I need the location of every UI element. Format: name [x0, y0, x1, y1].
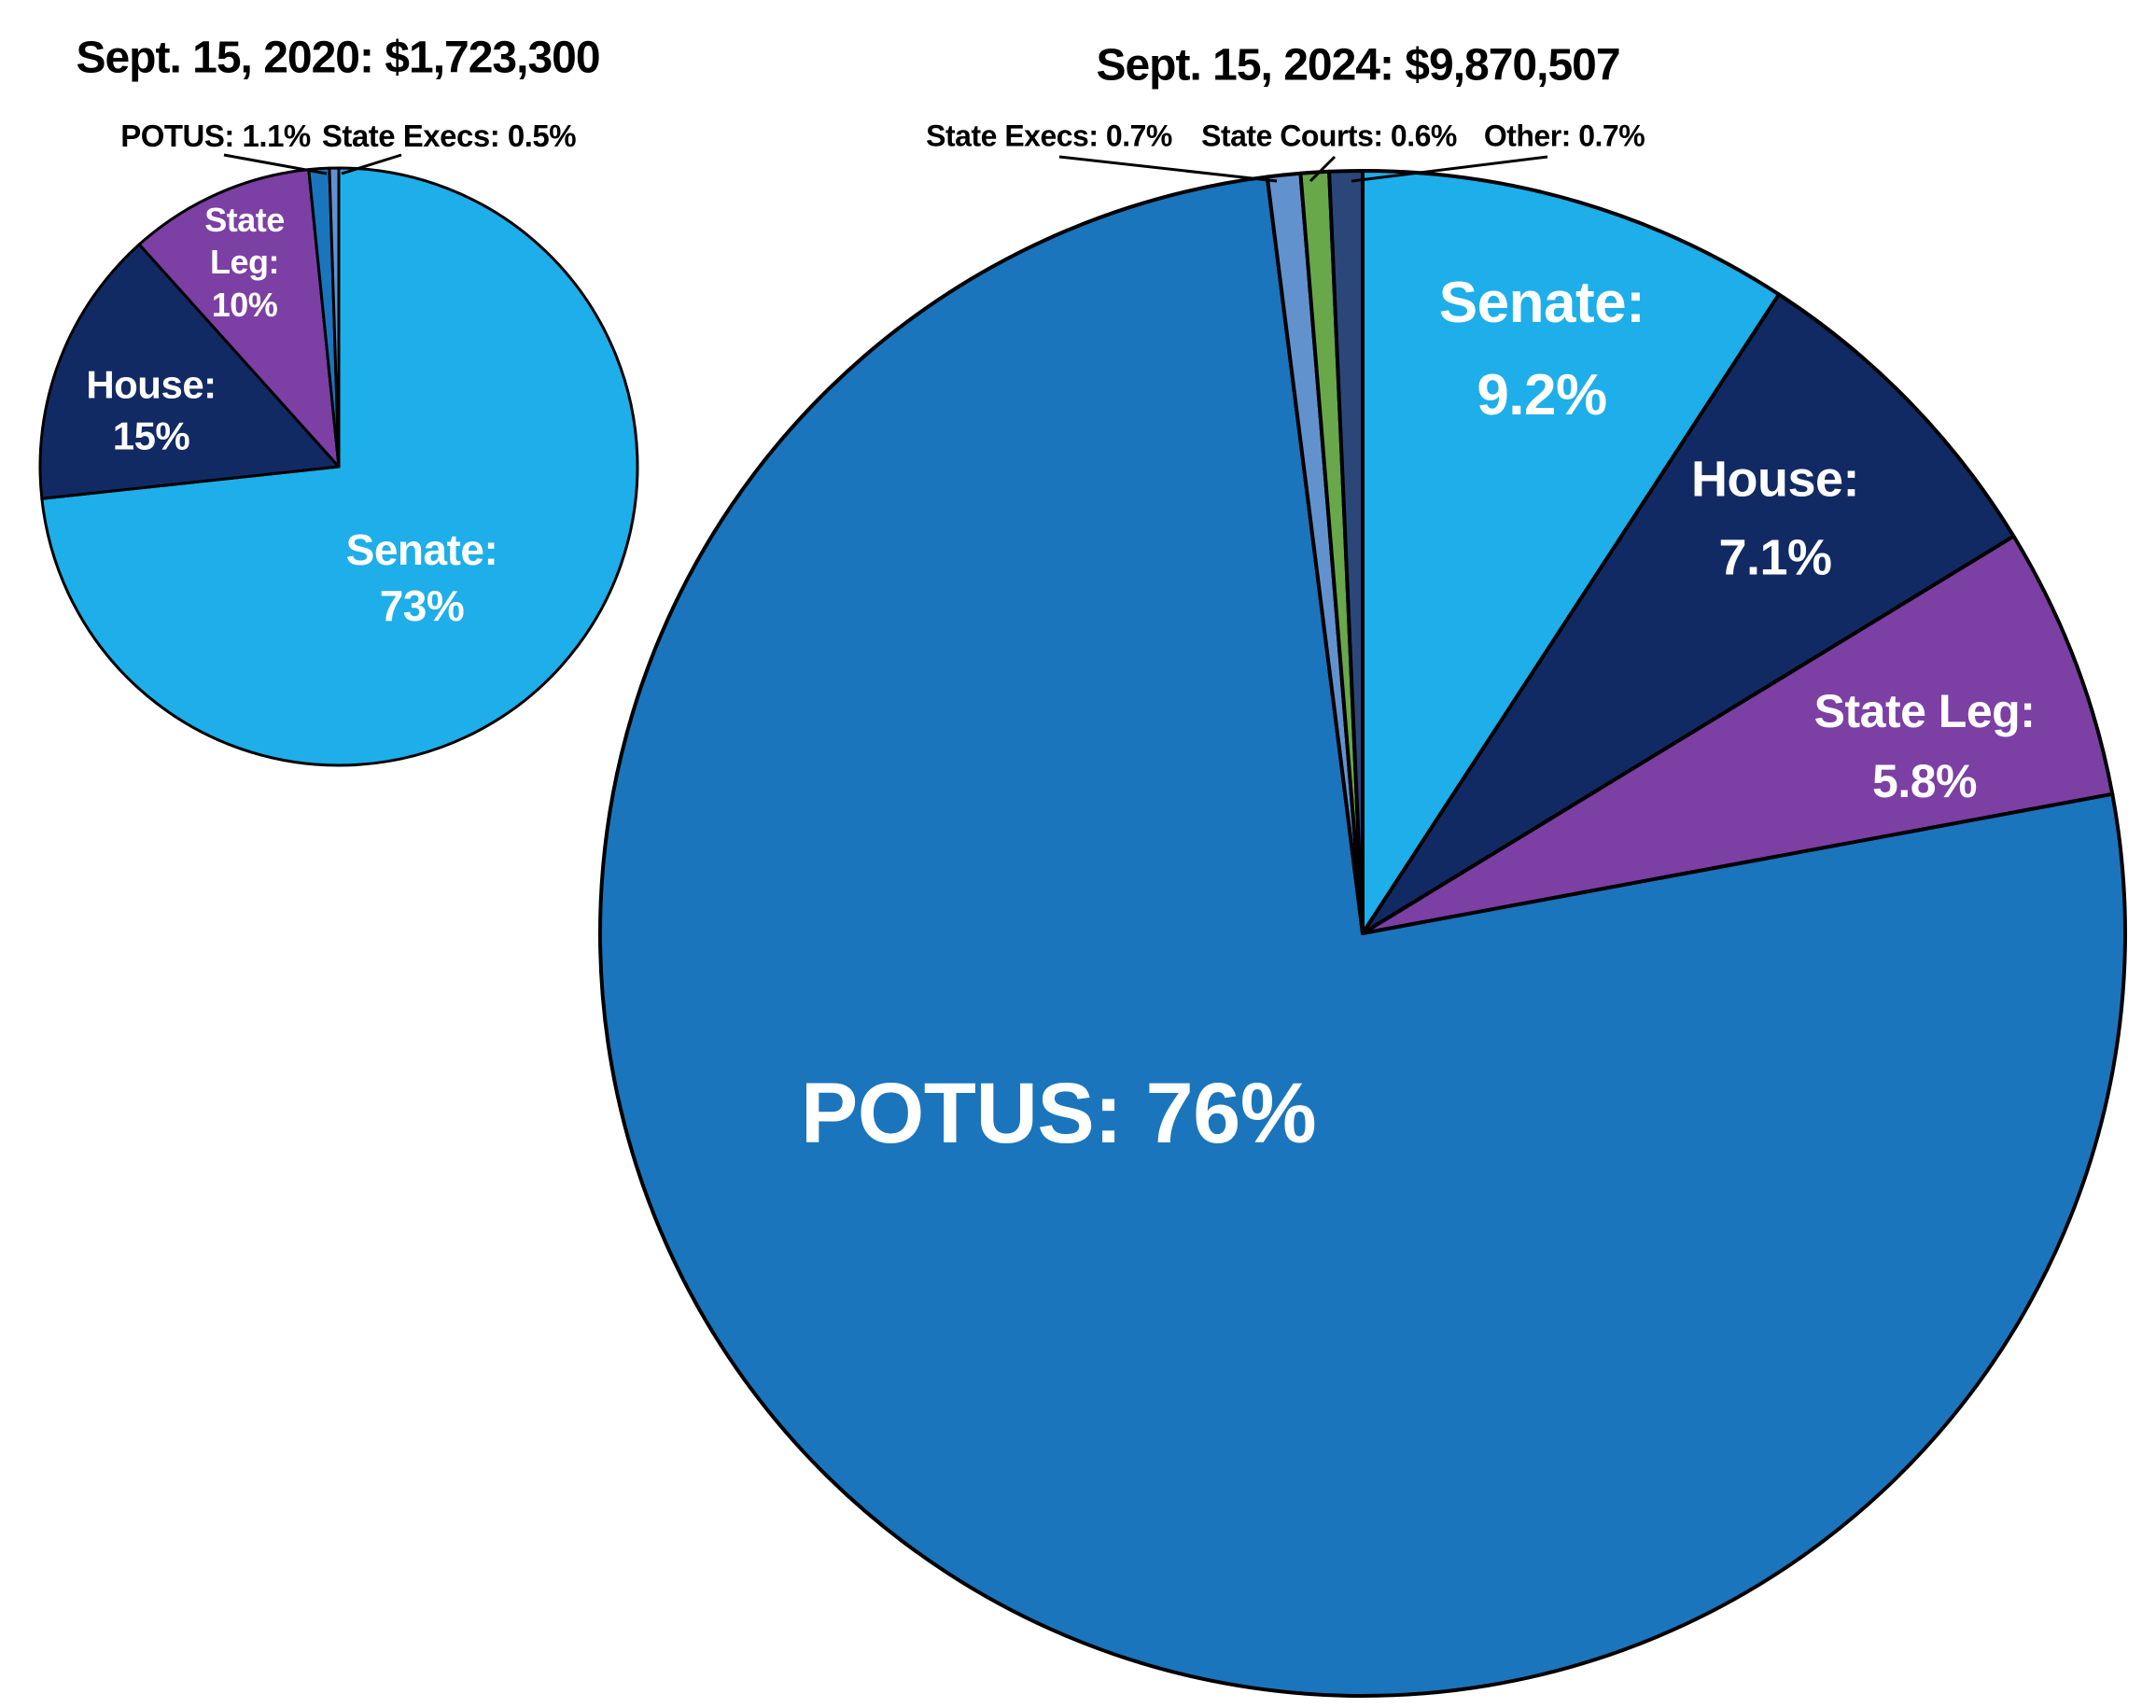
label-2024-house: House: 7.1% — [1690, 451, 1860, 585]
callout-2024-state-courts: State Courts: 0.6% — [1201, 119, 1457, 153]
callout-leader-line — [1351, 155, 1548, 183]
label-2020-state-leg: State Leg: 10% — [204, 200, 285, 324]
chart-2020-title: Sept. 15, 2020: $1,723,300 — [76, 33, 600, 83]
slice-2024-senate — [1361, 169, 1782, 935]
chart-2024-title: Sept. 15, 2024: $9,870,507 — [1096, 40, 1620, 91]
callout-2020-state-execs: State Execs: 0.5% — [321, 119, 577, 153]
callout-leader-line — [341, 153, 402, 175]
slice-2020-state-leg — [137, 168, 341, 469]
callout-leader-line — [1309, 155, 1337, 183]
slice-2024-state-leg — [1361, 534, 2115, 935]
callout-2024-other: Other: 0.7% — [1483, 119, 1645, 153]
slice-2020-state-execs — [328, 166, 341, 469]
slice-2024-house — [1361, 292, 2016, 935]
label-2020-senate: Senate: 73% — [345, 525, 498, 630]
callout-2020-potus: POTUS: 1.1% — [120, 119, 311, 153]
label-2020-house: House: 15% — [86, 362, 217, 457]
slice-2024-other — [1327, 169, 1365, 935]
callout-leader-line — [1058, 155, 1278, 183]
label-2024-potus: POTUS: 76% — [800, 1066, 1317, 1162]
slice-2024-potus — [598, 175, 2127, 1698]
label-2024-senate: Senate: 9.2% — [1438, 270, 1645, 427]
callout-2024-state-execs: State Execs: 0.7% — [926, 119, 1172, 153]
label-2024-state-leg: State Leg: 5.8% — [1813, 685, 2036, 807]
callout-leader-line — [223, 153, 328, 175]
slice-2020-house — [38, 243, 341, 500]
